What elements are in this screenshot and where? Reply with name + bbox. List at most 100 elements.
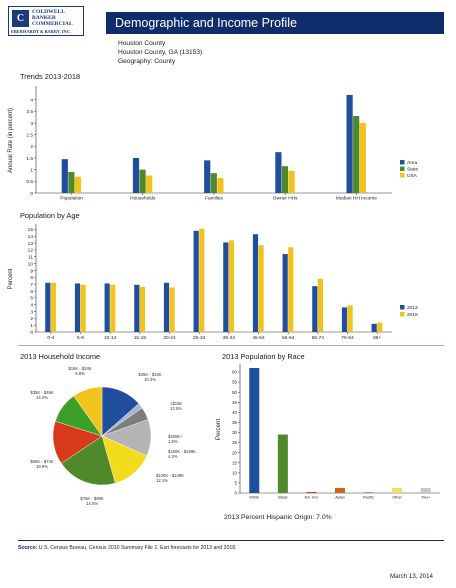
y-tick-label: 10	[28, 261, 34, 267]
logo-subtitle: EBERHARDT & BARRY, INC.	[11, 29, 71, 34]
x-tick-label: Other	[392, 496, 402, 500]
legend-swatch	[400, 305, 405, 310]
bar-2013	[45, 282, 51, 332]
trends-chart: 0 0.5 1 1.5 2 2.5 3 3.5 4 Annual Rate (in percent…	[8, 86, 419, 202]
bar-2018	[80, 284, 86, 332]
legend-label: State	[407, 167, 419, 173]
bar-usa	[288, 170, 295, 193]
bar-state	[139, 169, 146, 193]
bar-2018	[317, 278, 324, 332]
pie-label-pct: 1.8%	[168, 439, 178, 444]
report-date: March 13, 2014	[390, 573, 433, 580]
bar-2018	[377, 322, 383, 332]
bar-area	[61, 159, 68, 193]
y-tick-label: 4	[30, 302, 33, 308]
y-tick-label: 0	[235, 491, 238, 496]
bar-state	[281, 166, 289, 193]
y-tick-label: 5	[235, 481, 238, 486]
pie-label-name: $150K - $199K	[168, 449, 196, 454]
bar-2018	[50, 282, 57, 332]
pie-label-pct: 9.8%	[75, 371, 85, 376]
pie-label-name: $200K+	[168, 434, 183, 439]
x-tick-label: 75-84	[341, 335, 354, 341]
logo-line-1: COLDWELL	[32, 9, 65, 15]
y-tick-label: 35	[232, 420, 237, 425]
y-axis-label: Percent	[215, 419, 222, 441]
pie-slice	[73, 386, 103, 437]
source-text: U.S. Census Bureau, Census 2010 Summary …	[37, 545, 237, 551]
x-tick-label: 55-64	[282, 335, 295, 341]
bar-2018	[199, 228, 205, 332]
logo-text: COLDWELL BANKER COMMERCIAL	[32, 9, 73, 28]
bar-2018	[288, 247, 294, 332]
pie-label-name: $50K - $74K	[30, 459, 53, 464]
pie-label-pct: 14.0%	[86, 501, 98, 506]
y-tick-label: 3.5	[26, 109, 33, 115]
race-bar	[363, 492, 374, 493]
pie-label-name: $35K - $49K	[30, 390, 53, 395]
bar-usa	[146, 175, 153, 193]
x-tick-label: 20-24	[163, 335, 176, 341]
pie-label-name: <$15K	[170, 401, 182, 406]
y-tick-label: 13	[28, 241, 34, 247]
y-tick-label: 20	[232, 450, 237, 455]
bar-2018	[228, 240, 235, 332]
race-bar	[277, 434, 288, 493]
x-tick-label: Owner HHs	[273, 196, 298, 202]
bar-area	[204, 160, 211, 193]
y-tick-label: 7	[30, 282, 33, 288]
bar-2013	[341, 307, 348, 332]
x-tick-label: 10-14	[104, 335, 117, 341]
bar-state	[68, 172, 75, 193]
y-tick-label: 0.5	[26, 179, 33, 185]
pie-label-pct: 12.1%	[156, 478, 168, 483]
bar-state	[210, 173, 217, 193]
y-tick-label: 3	[30, 121, 33, 127]
y-tick-label: 15	[232, 460, 237, 465]
y-tick-label: 2	[30, 144, 33, 150]
y-tick-label: 60	[232, 370, 237, 375]
x-tick-label: Median HH Income	[336, 196, 377, 202]
legend-swatch	[400, 166, 405, 171]
pie-label-name: $75K - $99K	[80, 496, 103, 501]
pie-label-pct: 10.3%	[144, 377, 156, 382]
y-tick-label: 8	[30, 275, 33, 281]
y-tick-label: 0	[30, 191, 33, 197]
pie-label-name: $15K - $24K	[68, 366, 91, 371]
bar-2013	[193, 230, 199, 332]
bar-usa	[217, 177, 224, 193]
y-tick-label: 40	[232, 410, 237, 415]
y-tick-label: 25	[232, 440, 237, 445]
x-tick-label: Two+	[421, 496, 431, 500]
legend-label: 2013	[407, 305, 418, 311]
bar-2018	[139, 286, 146, 332]
race-chart-title: 2013 Population by Race	[222, 352, 305, 361]
y-axis-label: Percent	[8, 268, 14, 289]
bar-2013	[104, 283, 110, 332]
hispanic-origin-note: 2013 Percent Hispanic Origin: 7.0%	[224, 514, 332, 521]
x-tick-label: 15-19	[134, 335, 147, 341]
trends-chart-title: Trends 2013-2018	[20, 72, 81, 81]
y-tick-label: 45	[232, 400, 237, 405]
company-logo: C COLDWELL BANKER COMMERCIAL EBERHARDT & B…	[8, 6, 84, 36]
bar-2013	[312, 286, 318, 332]
logo-line-2: BANKER	[32, 15, 56, 22]
bar-2018	[347, 305, 353, 332]
x-tick-label: White	[249, 496, 259, 500]
source-label: Source:	[18, 545, 38, 551]
pie-label-pct: 13.5%	[170, 406, 182, 411]
pie-slice	[61, 435, 116, 486]
legend-label: USA	[407, 173, 418, 179]
bar-2013	[74, 283, 81, 332]
y-tick-label: 1	[30, 167, 33, 173]
y-tick-label: 6	[30, 289, 33, 295]
y-tick-label: 2.5	[26, 132, 33, 138]
y-tick-label: 50	[232, 390, 237, 395]
legend-label: Area	[407, 160, 417, 166]
bar-2013	[223, 242, 229, 332]
bar-area	[132, 158, 140, 193]
x-tick-label: 0-4	[47, 335, 54, 341]
x-tick-label: 35-44	[223, 335, 236, 341]
race-bar	[306, 491, 317, 493]
